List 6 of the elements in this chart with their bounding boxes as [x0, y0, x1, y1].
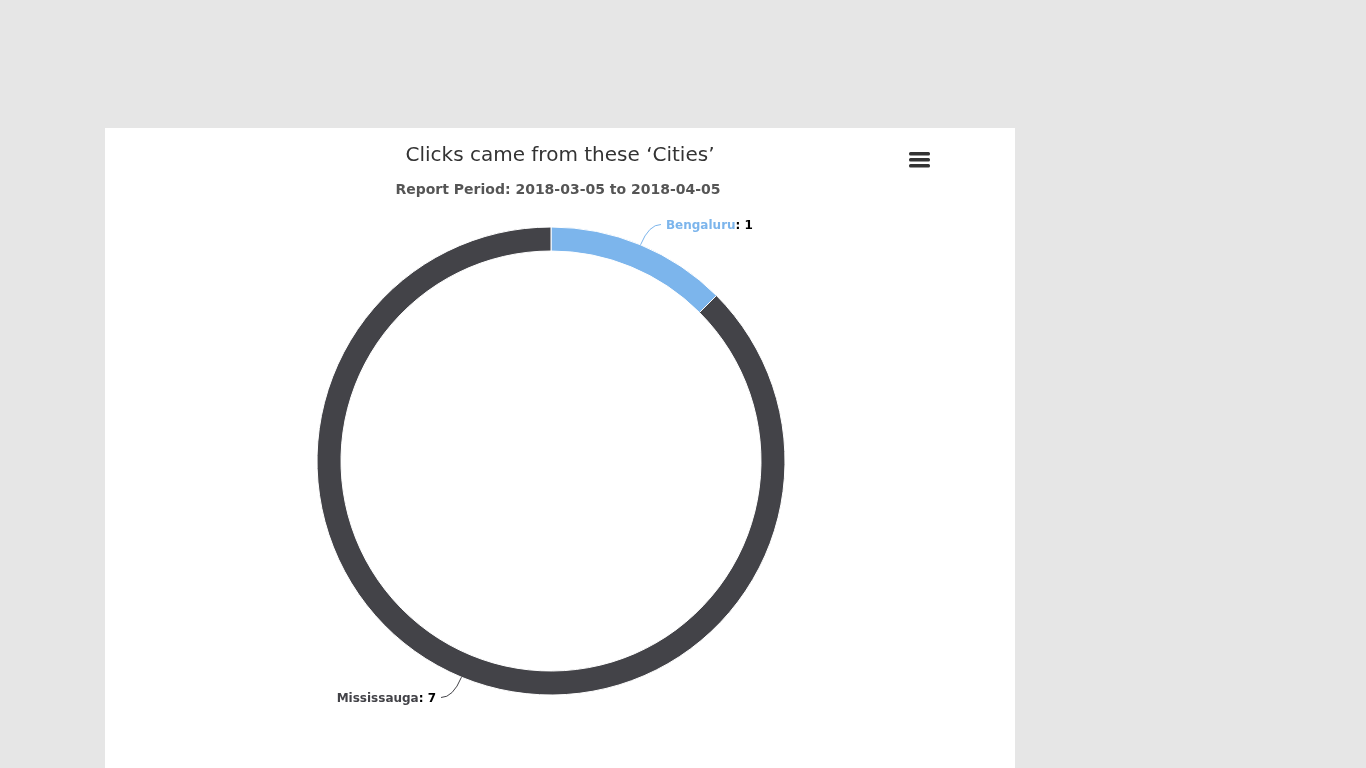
slice-label: Bengaluru — [665, 217, 736, 232]
data-label: : 7 — [418, 690, 437, 705]
slice-label: Mississauga — [336, 690, 419, 705]
chart-subtitle: Report Period: 2018-03-05 to 2018-04-05 — [395, 181, 721, 197]
data-label: : 1 — [735, 217, 753, 232]
chart-title: Clicks came from these ‘Cities’ — [405, 142, 715, 166]
